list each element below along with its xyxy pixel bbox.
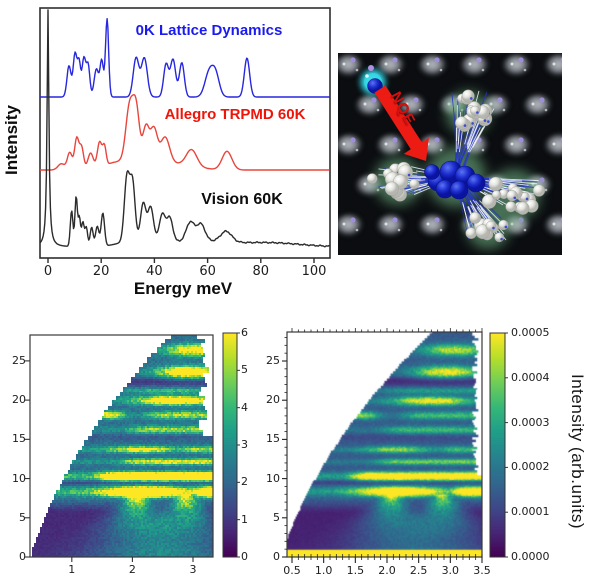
colorbar-left bbox=[223, 333, 237, 557]
panel-a-y-axis-label: Intensity bbox=[2, 105, 21, 176]
curve-label-vision: Vision 60K bbox=[201, 191, 283, 208]
heatmap-right-y-tick-label: 25 bbox=[266, 354, 280, 367]
heatmap-right-y-tick-label: 5 bbox=[273, 510, 280, 524]
heatmap-right-x-tick-label: 3.0 bbox=[441, 564, 460, 577]
curve-label-allegro-trpmd: Allegro TRPMD 60K bbox=[164, 106, 306, 123]
heatmap-right-x-tick-label: 1.5 bbox=[346, 564, 365, 577]
ins-heatmap-left: 1 2 3 0 5 10 15 20 25 0 1 2 3 4 5 6 bbox=[0, 318, 255, 585]
panel-a-x-tick-label: 100 bbox=[301, 264, 327, 279]
curve-label-lattice-dynamics: 0K Lattice Dynamics bbox=[135, 22, 283, 39]
heatmap-left-axes bbox=[25, 332, 240, 562]
heatmap-right-y-tick-label: 10 bbox=[266, 471, 280, 485]
heatmap-left-y-tick-label: 0 bbox=[19, 550, 26, 563]
colorbar-right-tick-label: 0.0005 bbox=[511, 326, 550, 339]
heatmap-right-y-tick-label: 15 bbox=[266, 432, 280, 446]
stm-molecule-illustration: NQE bbox=[338, 53, 562, 255]
colorbar-left-tick-label: 1 bbox=[241, 512, 248, 526]
colorbar-right-tick-label: 0.0000 bbox=[511, 550, 550, 563]
heatmap-right-y-tick-label: 0 bbox=[273, 550, 280, 563]
colorbar-right-tick-label: 0.0001 bbox=[511, 505, 550, 519]
panel-a-x-tick-label: 0 bbox=[43, 264, 53, 279]
colorbar-right-tick-label: 0.0004 bbox=[511, 370, 550, 384]
heatmap-right-x-tick-label: 1.0 bbox=[314, 564, 333, 577]
colorbar-left-tick-label: 5 bbox=[241, 363, 248, 377]
colorbar-left-tick-label: 6 bbox=[241, 326, 248, 339]
heatmap-left-y-tick-label: 15 bbox=[12, 432, 26, 446]
colorbar-right-tick-label: 0.0003 bbox=[511, 415, 550, 429]
panel-a-x-tick-label: 20 bbox=[92, 264, 110, 279]
line-chart-canvas bbox=[39, 7, 331, 263]
panel-a-x-tick-label: 60 bbox=[199, 264, 216, 279]
heatmap-right-y-tick-label: 20 bbox=[266, 393, 280, 407]
heatmap-left-x-tick-label: 3 bbox=[189, 563, 197, 576]
heatmap-right-x-tick-label: 2.5 bbox=[409, 564, 428, 577]
colorbar-left-tick-label: 3 bbox=[241, 438, 248, 451]
phonon-spectra-line-chart: Intensity 0K Lattice Dynamics Allegro TR… bbox=[0, 0, 335, 314]
panel-a-x-axis-label: Energy meV bbox=[133, 279, 233, 298]
molecule-image bbox=[338, 53, 562, 255]
heatmap-left-y-tick-label: 5 bbox=[19, 510, 26, 524]
panel-d-intensity-label: Intensity (arb.units) bbox=[568, 373, 587, 530]
colorbar-right-tick-label: 0.0002 bbox=[511, 460, 550, 474]
heatmap-left-y-tick-label: 25 bbox=[12, 353, 26, 367]
heatmap-right-x-tick-label: 0.5 bbox=[283, 564, 301, 577]
colorbar-right bbox=[490, 333, 505, 557]
colorbar-left-tick-label: 2 bbox=[241, 475, 248, 489]
heatmap-right-canvas bbox=[287, 332, 482, 557]
panel-a-x-tick-label: 80 bbox=[252, 264, 270, 279]
heatmap-left-canvas bbox=[30, 335, 213, 557]
heatmap-right-x-tick-label: 3.5 bbox=[473, 564, 491, 577]
heatmap-left-y-tick-label: 10 bbox=[12, 471, 26, 485]
heatmap-left-y-tick-label: 20 bbox=[12, 393, 26, 407]
heatmap-left-x-tick-label: 2 bbox=[128, 563, 136, 576]
heatmap-right-axes bbox=[282, 328, 508, 563]
heatmap-right-x-tick-label: 2.0 bbox=[378, 564, 396, 577]
heatmap-left-x-tick-label: 1 bbox=[68, 563, 76, 576]
colorbar-left-tick-label: 4 bbox=[241, 400, 248, 414]
ins-heatmap-right: Intensity (arb.units) 0.5 1.0 1.5 2.0 2.5 3.0… bbox=[255, 318, 600, 585]
colorbar-left-tick-label: 0 bbox=[241, 550, 248, 563]
panel-a-x-tick-label: 40 bbox=[146, 264, 163, 279]
